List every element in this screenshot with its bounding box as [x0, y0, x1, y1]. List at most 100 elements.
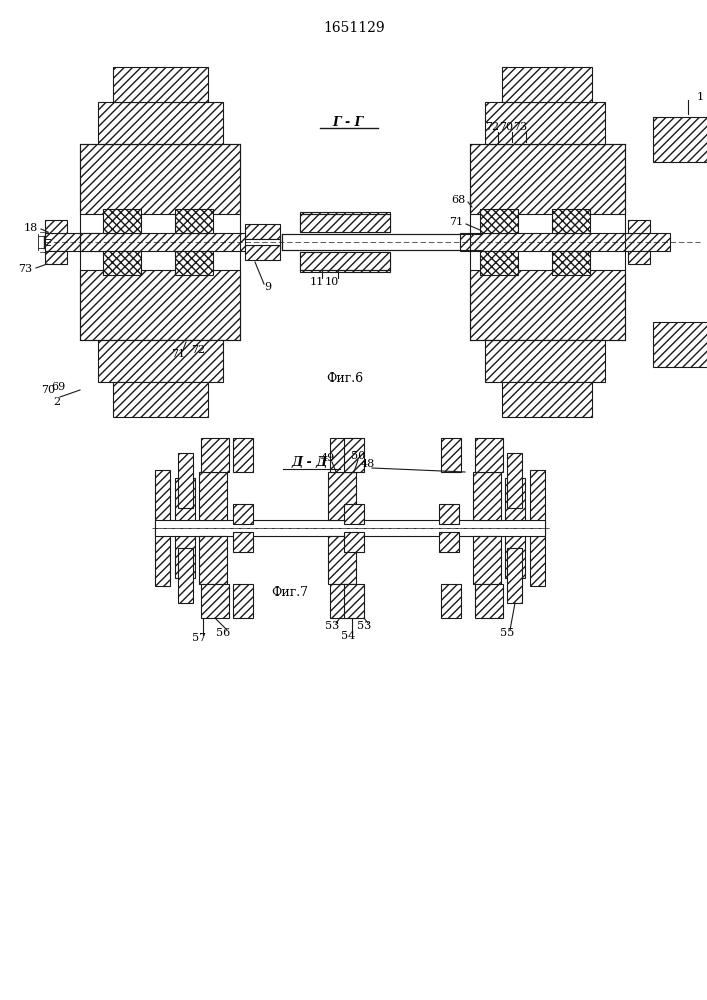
Text: Г - Г: Г - Г [332, 115, 363, 128]
Bar [45, 251, 67, 264]
Text: 54: 54 [341, 631, 355, 641]
Text: 72: 72 [485, 122, 499, 132]
Bar [475, 584, 503, 618]
Bar [175, 478, 195, 578]
Text: 50: 50 [351, 451, 365, 461]
Bar [282, 234, 482, 250]
Bar [470, 270, 625, 340]
Bar [480, 209, 518, 233]
Bar [178, 453, 193, 508]
Bar [45, 220, 67, 233]
Bar [441, 438, 461, 472]
Bar [300, 252, 390, 272]
Bar [330, 584, 358, 618]
Text: 10: 10 [325, 277, 339, 287]
Bar [439, 532, 459, 552]
Bar [552, 209, 590, 233]
Bar [344, 532, 364, 552]
Text: 53: 53 [357, 621, 371, 631]
Text: 9: 9 [264, 282, 271, 292]
Bar [245, 239, 280, 245]
Bar [470, 144, 625, 214]
Text: Д - Д: Д - Д [292, 456, 328, 470]
Bar [628, 220, 650, 233]
Bar [98, 102, 223, 144]
Bar [98, 340, 223, 382]
Bar [80, 270, 240, 340]
Bar [103, 251, 141, 275]
Bar [480, 251, 518, 275]
Text: 69: 69 [51, 382, 65, 392]
Bar [199, 536, 227, 584]
Text: 56: 56 [216, 628, 230, 638]
Text: 72: 72 [191, 345, 205, 355]
Bar [45, 233, 120, 251]
Bar [552, 251, 590, 275]
Bar [233, 532, 253, 552]
Text: 49: 49 [321, 453, 335, 463]
Text: Фиг.7: Фиг.7 [271, 585, 308, 598]
Bar [473, 536, 501, 584]
Bar [439, 504, 459, 524]
Bar [300, 212, 390, 232]
Bar [80, 144, 240, 214]
Bar [80, 233, 280, 251]
Text: 73: 73 [18, 264, 32, 274]
Bar [344, 504, 364, 524]
Bar [530, 470, 545, 586]
Bar [628, 251, 650, 264]
Bar [460, 233, 670, 251]
Text: 68: 68 [451, 195, 465, 205]
Bar [178, 548, 193, 603]
Bar [300, 214, 390, 232]
Bar [155, 520, 545, 536]
Bar [245, 224, 280, 239]
Text: 57: 57 [192, 633, 206, 643]
Bar [155, 470, 170, 586]
Bar [502, 67, 592, 102]
Bar [507, 453, 522, 508]
Bar [441, 584, 461, 618]
Text: 55: 55 [500, 628, 514, 638]
Bar [175, 251, 213, 275]
Text: 11: 11 [310, 277, 324, 287]
Bar [233, 504, 253, 524]
Text: 1651129: 1651129 [323, 21, 385, 35]
Text: 48: 48 [361, 459, 375, 469]
Bar [502, 382, 592, 417]
Bar [201, 584, 229, 618]
Text: 18: 18 [24, 223, 38, 233]
Bar [201, 438, 229, 472]
Text: 71: 71 [449, 217, 463, 227]
Bar [113, 382, 208, 417]
Bar [473, 472, 501, 520]
Bar [233, 584, 253, 618]
Text: 71: 71 [171, 349, 185, 359]
Bar [175, 209, 213, 233]
Bar [653, 117, 707, 162]
Bar [330, 438, 358, 472]
Text: 70: 70 [41, 385, 55, 395]
Bar [328, 472, 356, 520]
Bar [344, 584, 364, 618]
Bar [653, 322, 707, 367]
Bar [103, 209, 141, 233]
Bar [475, 438, 503, 472]
Bar [485, 102, 605, 144]
Bar [245, 245, 280, 260]
Bar [328, 536, 356, 584]
Bar [233, 438, 253, 472]
Bar [300, 252, 390, 270]
Bar [199, 472, 227, 520]
Bar [505, 478, 525, 578]
Text: 2: 2 [53, 397, 60, 407]
Text: Фиг.6: Фиг.6 [327, 371, 363, 384]
Bar [507, 548, 522, 603]
Text: 1: 1 [696, 92, 703, 102]
Bar [485, 340, 605, 382]
Bar [113, 67, 208, 102]
Text: 53: 53 [325, 621, 339, 631]
Text: 70: 70 [499, 122, 513, 132]
Bar [344, 438, 364, 472]
Text: 73: 73 [513, 122, 527, 132]
